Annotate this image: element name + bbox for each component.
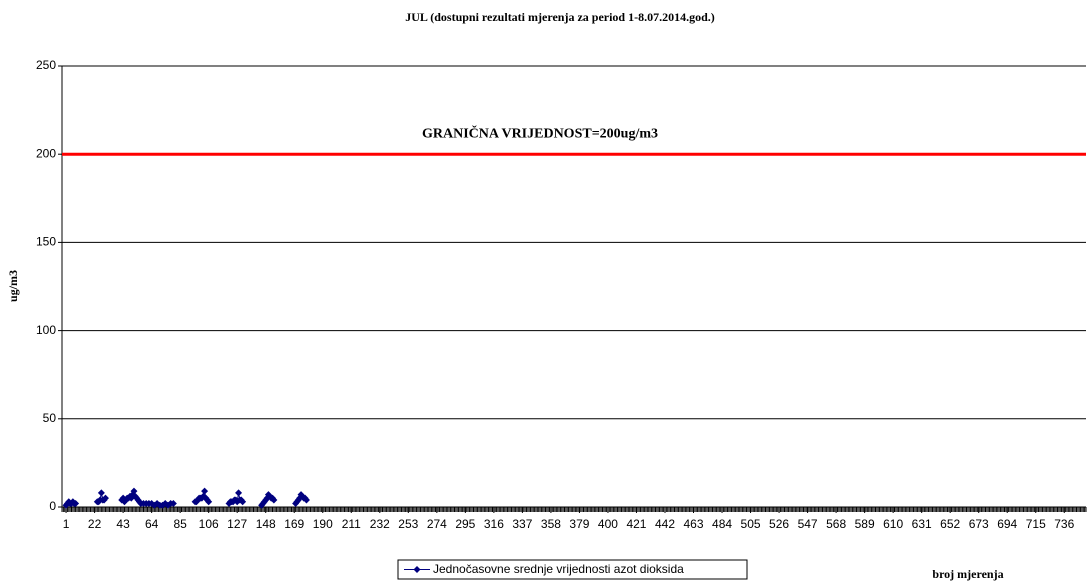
x-tick-label: 337: [512, 517, 532, 531]
x-minor-ticks: [61, 507, 1087, 512]
data-marker: [72, 499, 80, 507]
x-tick-label: 379: [569, 517, 589, 531]
y-tick-label: 150: [36, 235, 56, 249]
legend: Jednočasovne srednje vrijednosti azot di…: [397, 559, 748, 580]
data-marker: [270, 496, 278, 504]
x-tick-label: 505: [741, 517, 761, 531]
x-tick-label: 169: [284, 517, 304, 531]
x-tick-label: 64: [145, 517, 159, 531]
x-tick-label: 484: [712, 517, 732, 531]
x-tick-label: 442: [655, 517, 675, 531]
data-marker: [235, 489, 243, 497]
x-tick-label: 211: [342, 517, 361, 531]
legend-label: Jednočasovne srednje vrijednosti azot di…: [433, 562, 684, 576]
chart-title: JUL (dostupni rezultati mjerenja za peri…: [405, 10, 715, 24]
data-marker: [302, 496, 310, 504]
y-tick-label: 200: [36, 146, 56, 160]
x-tick-label: 589: [855, 517, 875, 531]
x-tick-label: 106: [199, 517, 219, 531]
x-tick-label: 631: [912, 517, 932, 531]
legend-box: [397, 559, 748, 580]
x-tick-label: 232: [370, 517, 390, 531]
x-tick-label: 148: [256, 517, 276, 531]
x-tick-label: 568: [826, 517, 846, 531]
x-tick-label: 400: [598, 517, 618, 531]
x-tick-label: 715: [1026, 517, 1046, 531]
data-marker: [169, 499, 177, 507]
data-marker: [201, 487, 209, 495]
x-tick-label: 253: [398, 517, 418, 531]
x-tick-label: 547: [798, 517, 818, 531]
threshold-label: GRANIČNA VRIJEDNOST=200ug/m3: [422, 124, 658, 141]
y-tick-label: 250: [36, 58, 56, 72]
y-tick-label: 100: [36, 323, 56, 337]
data-marker: [205, 498, 213, 506]
x-tick-label: 1: [63, 517, 70, 531]
x-tick-label: 190: [313, 517, 333, 531]
y-tick-label: 50: [43, 411, 57, 425]
x-tick-label: 295: [455, 517, 475, 531]
x-tick-label: 358: [541, 517, 561, 531]
x-tick-label: 736: [1054, 517, 1074, 531]
x-tick-label: 526: [769, 517, 789, 531]
x-tick-label: 22: [88, 517, 102, 531]
x-tick-label: 274: [427, 517, 447, 531]
y-axis-label: ug/m3: [6, 270, 20, 302]
data-marker: [97, 489, 105, 497]
x-tick-label: 43: [116, 517, 130, 531]
y-tick-label: 0: [49, 499, 56, 513]
x-tick-label: 463: [683, 517, 703, 531]
x-axis-label: broj mjerenja: [932, 567, 1003, 581]
x-tick-label: 652: [940, 517, 960, 531]
x-tick-label: 127: [227, 517, 247, 531]
x-tick-label: 610: [883, 517, 903, 531]
x-tick-label: 694: [997, 517, 1017, 531]
data-marker: [239, 498, 247, 506]
legend-marker: [413, 566, 421, 573]
x-tick-label: 421: [626, 517, 646, 531]
x-tick-label: 673: [969, 517, 989, 531]
data-marker: [130, 487, 138, 495]
x-tick-label: 85: [173, 517, 187, 531]
x-tick-label: 316: [484, 517, 504, 531]
data-marker: [101, 494, 109, 502]
